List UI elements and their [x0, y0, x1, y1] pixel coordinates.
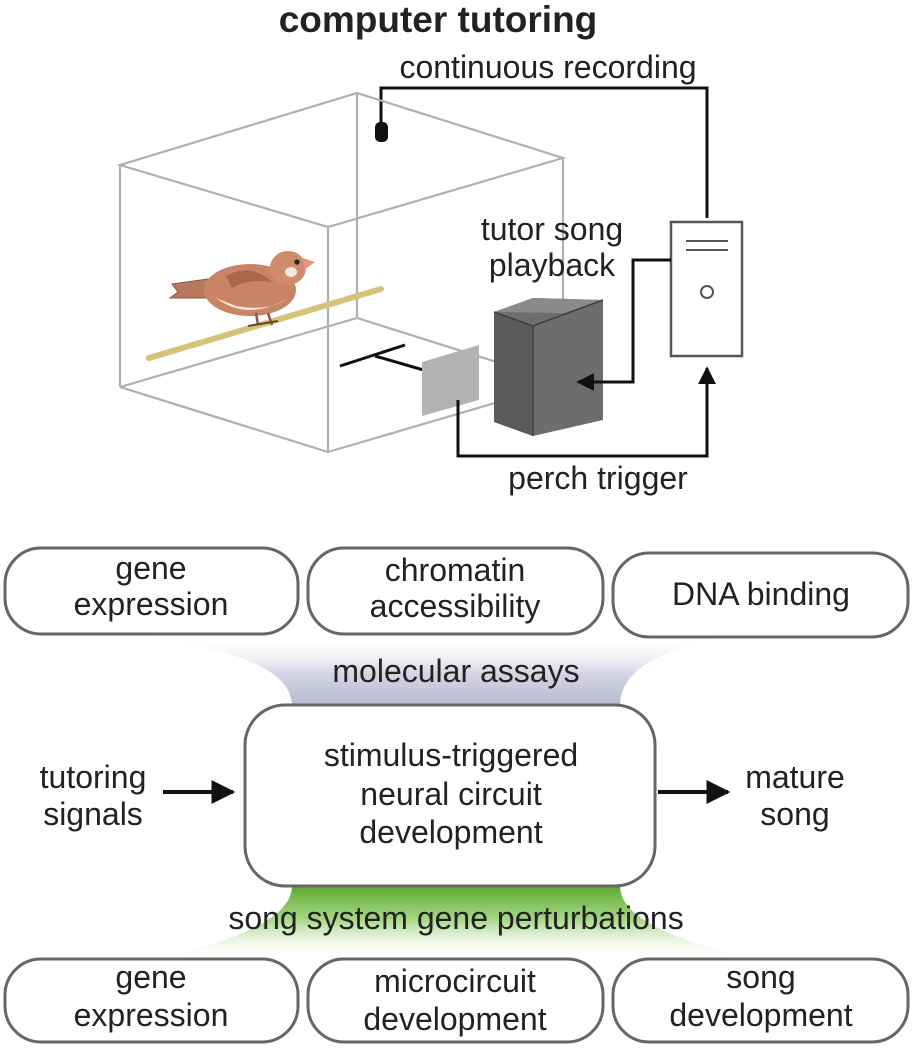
playback-wire — [576, 258, 671, 391]
mature-song-line2: song — [760, 796, 829, 832]
center-box: stimulus-triggered neural circuit develo… — [243, 703, 657, 888]
center-line3: development — [359, 814, 542, 850]
molecular-box-chromatin-line1: chromatin — [385, 552, 526, 588]
molecular-box-gene-expression-line1: gene — [115, 550, 186, 586]
perch-trigger-wire — [456, 366, 716, 458]
perturbation-box-gene-expression: gene expression — [3, 957, 300, 1044]
molecular-box-dna-binding: DNA binding — [611, 551, 910, 639]
center-line2: neural circuit — [360, 776, 542, 812]
perturbation-box-gene-expression-line1: gene — [115, 959, 186, 995]
molecular-box-gene-expression-line2: expression — [74, 586, 229, 622]
molecular-box-chromatin: chromatin accessibility — [306, 546, 605, 636]
perturbation-box-microcircuit-line2: development — [363, 1001, 546, 1037]
trigger-perch — [339, 343, 406, 368]
perturbations-label: song system gene perturbations — [228, 900, 683, 936]
molecular-box-dna-binding-line1: DNA binding — [672, 576, 850, 612]
microphone-icon — [375, 122, 388, 142]
molecular-box-gene-expression: gene expression — [3, 546, 300, 636]
speaker-icon — [493, 298, 604, 436]
tutor-song-label-line1: tutor song — [481, 211, 623, 247]
continuous-recording-label: continuous recording — [399, 49, 696, 85]
tutoring-signals-line2: signals — [43, 796, 143, 832]
tutoring-signals-line1: tutoring — [40, 759, 147, 795]
computer-icon — [669, 220, 744, 358]
perturbation-box-microcircuit: microcircuit development — [306, 957, 605, 1044]
tutor-song-label-line2: playback — [489, 247, 616, 283]
molecular-assays-band — [110, 634, 750, 706]
perturbation-box-microcircuit-line1: microcircuit — [374, 963, 536, 999]
perturbation-box-song-development-line2: development — [669, 997, 852, 1033]
molecular-box-chromatin-line2: accessibility — [370, 588, 541, 624]
mature-song-line1: mature — [745, 759, 845, 795]
perturbation-box-song-development-line1: song — [726, 959, 795, 995]
bird-icon — [168, 251, 315, 327]
molecular-assays-label: molecular assays — [332, 653, 579, 689]
trigger-panel — [422, 345, 479, 416]
perturbation-box-gene-expression-line2: expression — [74, 997, 229, 1033]
cage — [116, 91, 567, 454]
recording-wire — [379, 86, 709, 218]
center-line1: stimulus-triggered — [324, 737, 578, 773]
perch-trigger-label: perch trigger — [508, 460, 688, 496]
perturbation-band — [150, 886, 760, 960]
title: computer tutoring — [279, 0, 598, 40]
perturbation-box-song-development: song development — [611, 957, 910, 1044]
